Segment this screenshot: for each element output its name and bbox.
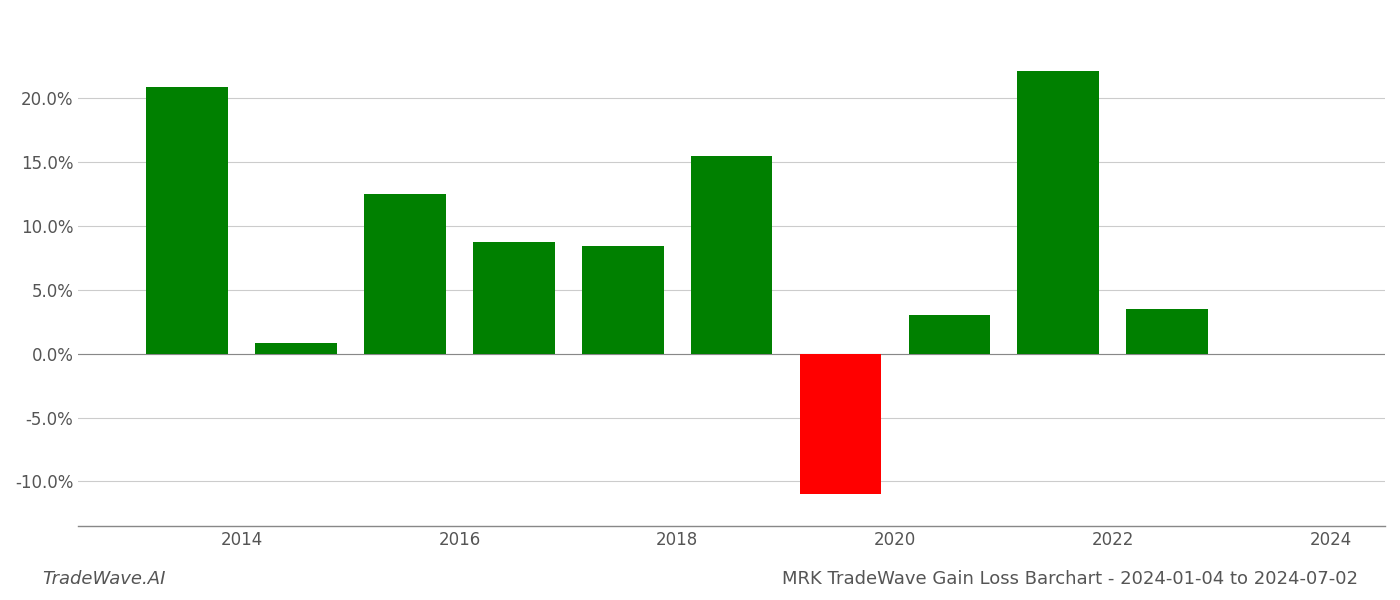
Bar — [1018, 71, 1099, 353]
Bar — [909, 315, 990, 353]
Text: TradeWave.AI: TradeWave.AI — [42, 570, 165, 588]
Bar — [364, 194, 445, 353]
Bar — [255, 343, 337, 353]
Bar — [690, 155, 773, 353]
Bar — [582, 246, 664, 353]
Bar — [799, 353, 882, 494]
Bar — [473, 242, 554, 353]
Bar — [146, 86, 228, 353]
Bar — [1127, 309, 1208, 353]
Text: MRK TradeWave Gain Loss Barchart - 2024-01-04 to 2024-07-02: MRK TradeWave Gain Loss Barchart - 2024-… — [783, 570, 1358, 588]
